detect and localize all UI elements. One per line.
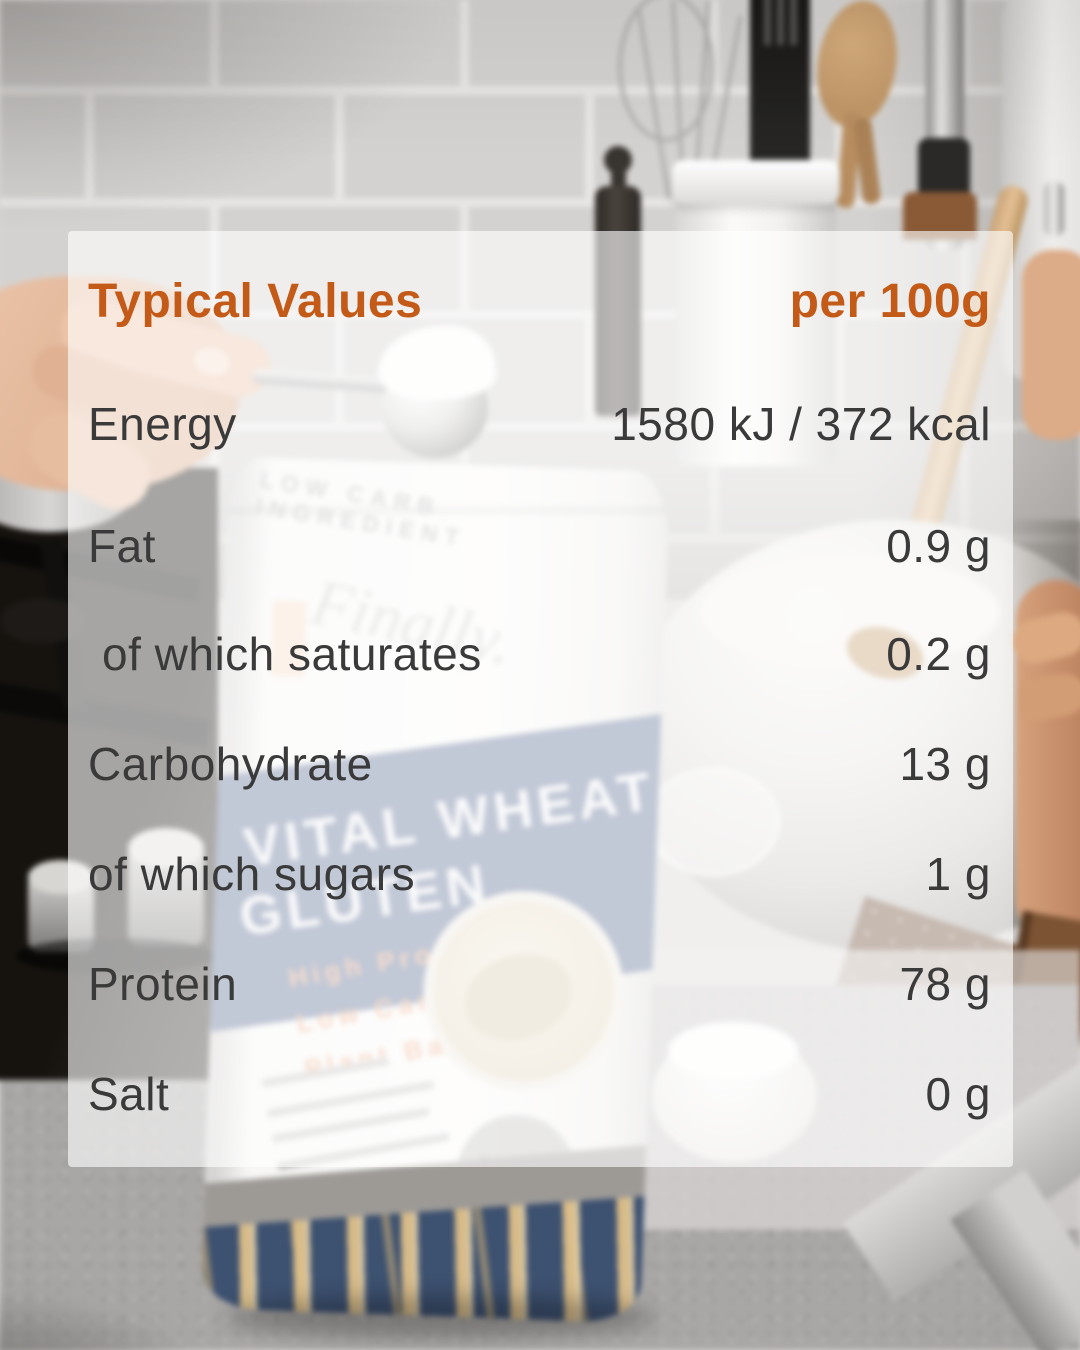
whisk-icon — [618, 0, 714, 142]
nutrition-row-saturates: of which saturates 0.2 g — [88, 599, 991, 709]
nutrition-panel: Typical Values per 100g Energy 1580 kJ /… — [68, 231, 1013, 1167]
nutrition-row-fat: Fat 0.9 g — [88, 493, 991, 599]
row-label: of which saturates — [102, 628, 482, 680]
per-amount-label: per 100g — [789, 274, 991, 328]
nutrition-row-protein: Protein 78 g — [88, 929, 991, 1039]
pepper-grinder — [604, 146, 632, 174]
row-label: of which sugars — [88, 848, 416, 900]
mixer-knob — [1044, 182, 1064, 236]
row-value: 0.9 g — [886, 520, 991, 572]
nutrition-row-carbohydrate: Carbohydrate 13 g — [88, 709, 991, 819]
row-value: 78 g — [899, 958, 991, 1010]
right-arm — [1022, 250, 1080, 440]
nutrition-row-salt: Salt 0 g — [88, 1039, 991, 1149]
panel-header: Typical Values per 100g — [88, 251, 991, 351]
row-value: 1580 kJ / 372 kcal — [611, 398, 991, 450]
panel-title: Typical Values — [88, 274, 423, 328]
row-label: Energy — [88, 398, 237, 450]
row-label: Salt — [88, 1068, 170, 1120]
row-value: 0.2 g — [886, 628, 991, 680]
row-value: 1 g — [925, 848, 991, 900]
row-label: Protein — [88, 958, 238, 1010]
row-label: Carbohydrate — [88, 738, 373, 790]
row-label: Fat — [88, 520, 156, 572]
nutrition-row-energy: Energy 1580 kJ / 372 kcal — [88, 369, 991, 479]
row-value: 13 g — [899, 738, 991, 790]
nutrition-row-sugars: of which sugars 1 g — [88, 819, 991, 929]
row-value: 0 g — [925, 1068, 991, 1120]
